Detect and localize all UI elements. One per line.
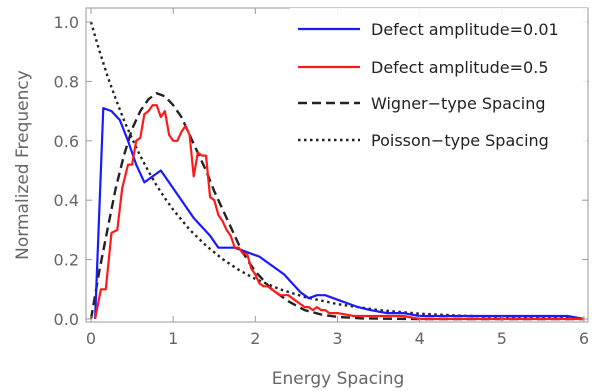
y-tick-label: 0.2 <box>54 251 79 270</box>
x-tick-label: 6 <box>579 329 589 348</box>
ticks-layer: 0 1 2 3 4 5 6 0.0 0.2 0.4 0.6 0.8 1.0 <box>54 8 589 348</box>
x-tick-label: 0 <box>86 329 96 348</box>
y-tick-label: 1.0 <box>54 13 79 32</box>
series-line-1 <box>94 104 584 321</box>
x-axis-title: Energy Spacing <box>272 369 405 389</box>
legend-label-1: Defect amplitude=0.5 <box>371 58 549 77</box>
y-tick-label: 0.0 <box>54 310 79 329</box>
legend-label-0: Defect amplitude=0.01 <box>371 20 559 39</box>
x-tick-label: 5 <box>497 329 507 348</box>
legend: Defect amplitude=0.01 Defect amplitude=0.… <box>290 8 587 160</box>
y-tick-label: 0.8 <box>54 72 79 91</box>
x-tick-label: 2 <box>250 329 260 348</box>
x-tick-label: 4 <box>415 329 425 348</box>
x-tick-label: 3 <box>332 329 342 348</box>
x-tick-label: 1 <box>168 329 178 348</box>
y-axis-title: Normalized Frequency <box>13 70 33 260</box>
legend-label-3: Poisson−type Spacing <box>371 131 549 150</box>
series-line-3 <box>89 21 585 320</box>
legend-label-2: Wigner−type Spacing <box>371 94 546 113</box>
y-tick-label: 0.4 <box>54 191 79 210</box>
series-layer <box>89 21 585 321</box>
y-tick-label: 0.6 <box>54 132 79 151</box>
legend-background <box>290 8 587 160</box>
series-line-0 <box>94 106 585 321</box>
series-line-2 <box>89 92 584 321</box>
